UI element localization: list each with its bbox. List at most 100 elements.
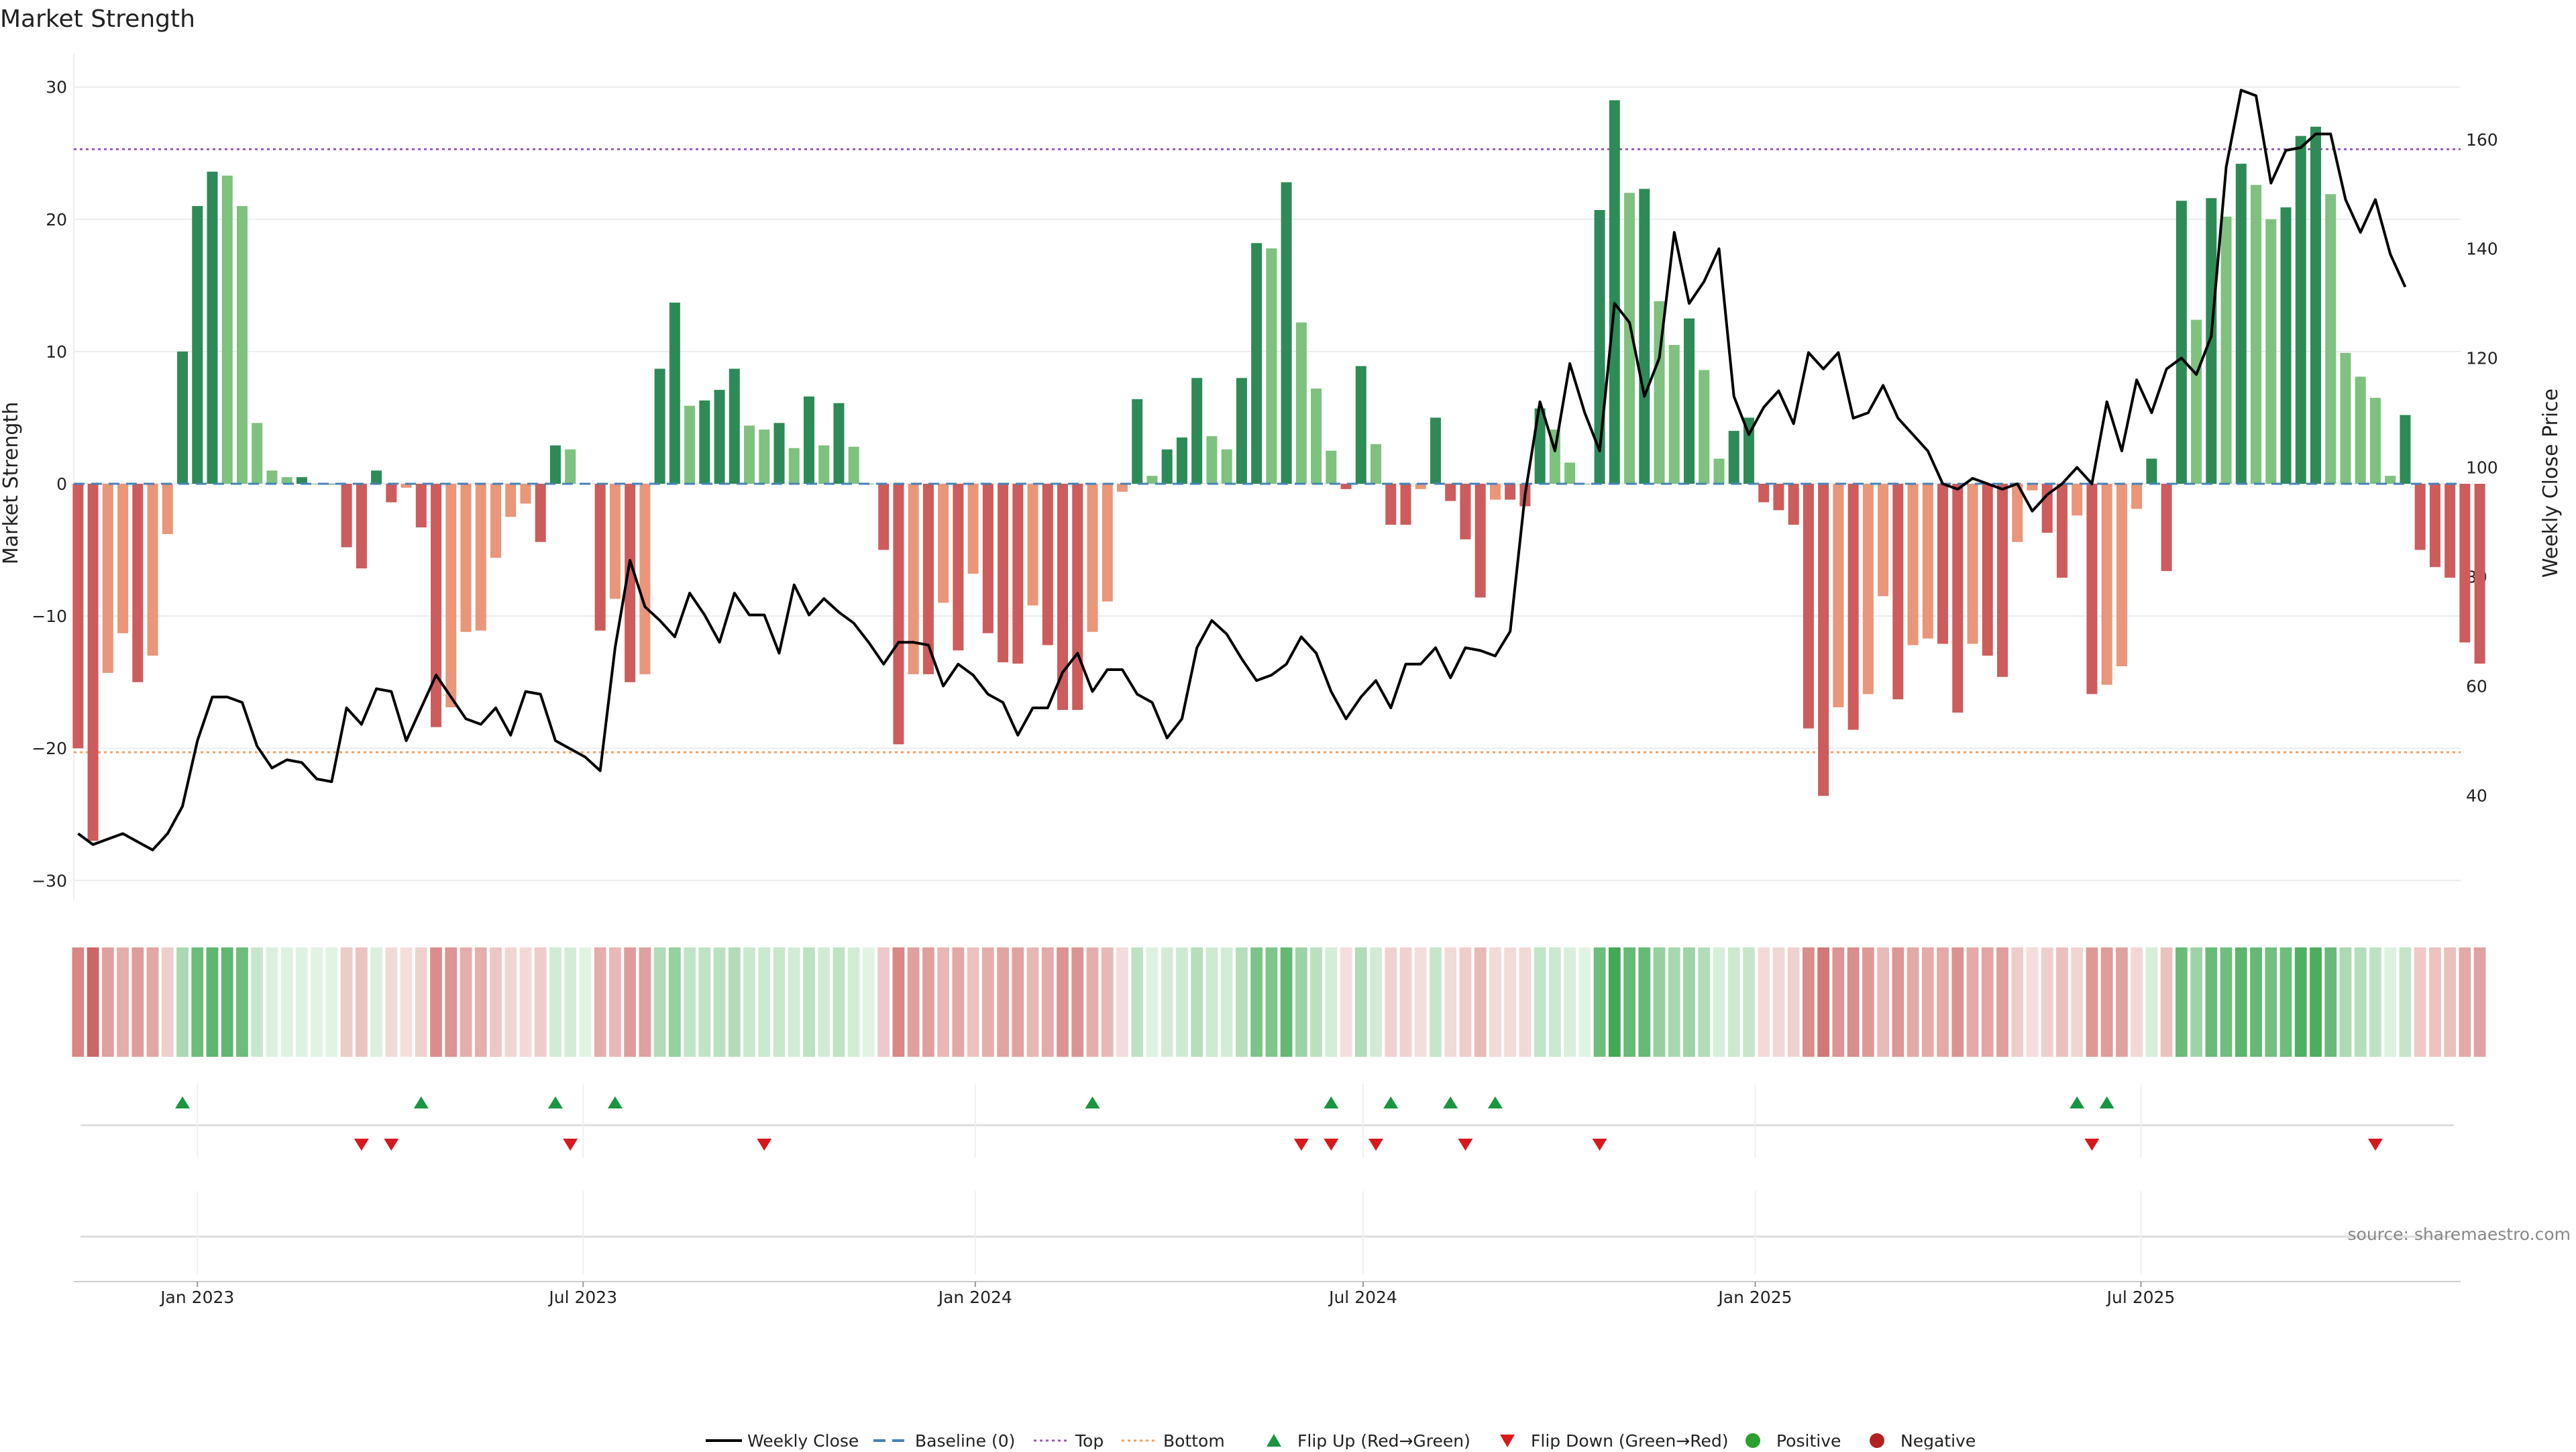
heat-cell (1370, 947, 1382, 1057)
strength-bar (908, 484, 919, 674)
legend-label: Weekly Close (747, 1431, 859, 1449)
strength-bar (922, 484, 934, 674)
flip-down-marker (1592, 1139, 1607, 1151)
heat-cell (833, 947, 845, 1057)
heat-cell (1205, 947, 1218, 1057)
heat-cell (2100, 947, 2113, 1057)
strength-bar (938, 484, 949, 603)
strength-bar (2400, 415, 2411, 484)
heat-cell (2071, 947, 2084, 1057)
heat-cell (1847, 947, 1860, 1057)
y-left-tick-label: 10 (46, 342, 67, 362)
heat-cell (2324, 947, 2337, 1057)
legend-item: Top (1034, 1431, 1104, 1451)
strength-bar (2280, 207, 2292, 484)
flip-down-marker (757, 1139, 772, 1151)
heat-cell (101, 947, 114, 1057)
heat-cell (1862, 947, 1874, 1057)
legend-label: Negative (1900, 1431, 1976, 1449)
strength-bar (87, 484, 99, 841)
strength-bar (2474, 484, 2485, 664)
heat-cell (2190, 947, 2202, 1057)
strength-bar (2295, 136, 2306, 484)
strength-bar (625, 484, 636, 682)
y-right-tick-label: 140 (2466, 240, 2498, 259)
heat-cell (1474, 947, 1487, 1057)
strength-bar (833, 403, 845, 484)
x-tick-label: Jan 2024 (937, 1288, 1012, 1307)
strength-bar (1847, 484, 1859, 730)
strength-bar (1027, 484, 1038, 606)
strength-bar (788, 448, 800, 484)
heat-cell (72, 947, 85, 1057)
strength-bar (2161, 484, 2172, 572)
strength-bar (953, 484, 964, 651)
strength-bar (1266, 248, 1277, 484)
heat-cell (1519, 947, 1532, 1057)
strength-bar (520, 484, 531, 504)
strength-bar (1639, 189, 1650, 484)
strength-bar (1564, 462, 1576, 484)
heat-cell (1713, 947, 1725, 1057)
strength-bar (1818, 484, 1829, 796)
heat-cell (1444, 947, 1457, 1057)
heat-cell (445, 947, 458, 1057)
y-left-tick-label: 0 (56, 474, 67, 494)
strength-bar (2340, 352, 2351, 484)
heat-cell (519, 947, 532, 1057)
flip-down-marker (1293, 1139, 1309, 1151)
heat-cell (668, 947, 681, 1057)
strength-bar (221, 175, 233, 484)
heat-cell (2250, 947, 2262, 1057)
heat-cell (1534, 947, 1546, 1057)
heat-cell (1295, 947, 1307, 1057)
heat-cell (2428, 947, 2441, 1057)
heat-cell (653, 947, 666, 1057)
strength-bar (1221, 449, 1232, 484)
strength-bar (177, 351, 189, 484)
strength-bar (982, 484, 994, 633)
strength-bar (818, 445, 830, 484)
heat-cell (191, 947, 204, 1057)
strength-bar (1699, 370, 1710, 484)
heat-cell (1727, 947, 1740, 1057)
legend-swatch-flip-down (1500, 1435, 1515, 1447)
strength-bar (1489, 484, 1501, 500)
strength-bar (549, 445, 561, 484)
strength-bar (1072, 484, 1083, 711)
heat-cell (1101, 947, 1114, 1057)
strength-bar (729, 368, 740, 484)
flip-up-marker (2070, 1096, 2085, 1108)
legend-item: Bottom (1122, 1431, 1225, 1451)
strength-bar (505, 484, 517, 517)
strength-bar (72, 484, 84, 749)
strength-bar (967, 484, 979, 574)
strength-bar (2369, 397, 2381, 484)
heat-cell (1265, 947, 1278, 1057)
strength-bar (1146, 476, 1158, 484)
heat-cell (1548, 947, 1561, 1057)
heat-cell (1907, 947, 1919, 1057)
heat-cell (2294, 947, 2307, 1057)
strength-bar (2176, 201, 2187, 484)
flip-down-marker (384, 1139, 399, 1151)
heat-cell (1459, 947, 1472, 1057)
heat-cell (1012, 947, 1024, 1057)
flip-down-marker (1324, 1139, 1339, 1151)
strength-bar (1281, 182, 1292, 484)
strength-bar (1102, 484, 1113, 602)
heat-cell (2235, 947, 2247, 1057)
strength-bar (1400, 484, 1411, 525)
strength-bar (1967, 484, 1978, 644)
heat-cell (1803, 947, 1815, 1057)
flip-markers-panel (80, 1084, 2454, 1157)
flip-up-marker (1085, 1096, 1100, 1108)
strength-bar (2445, 484, 2456, 578)
heat-cell (2354, 947, 2367, 1057)
heat-cell (1220, 947, 1233, 1057)
heat-cell (1161, 947, 1173, 1057)
strength-bar (684, 405, 696, 484)
strength-bar (490, 484, 502, 558)
strength-bar (1474, 484, 1486, 598)
legend-item: Negative (1870, 1431, 1976, 1451)
